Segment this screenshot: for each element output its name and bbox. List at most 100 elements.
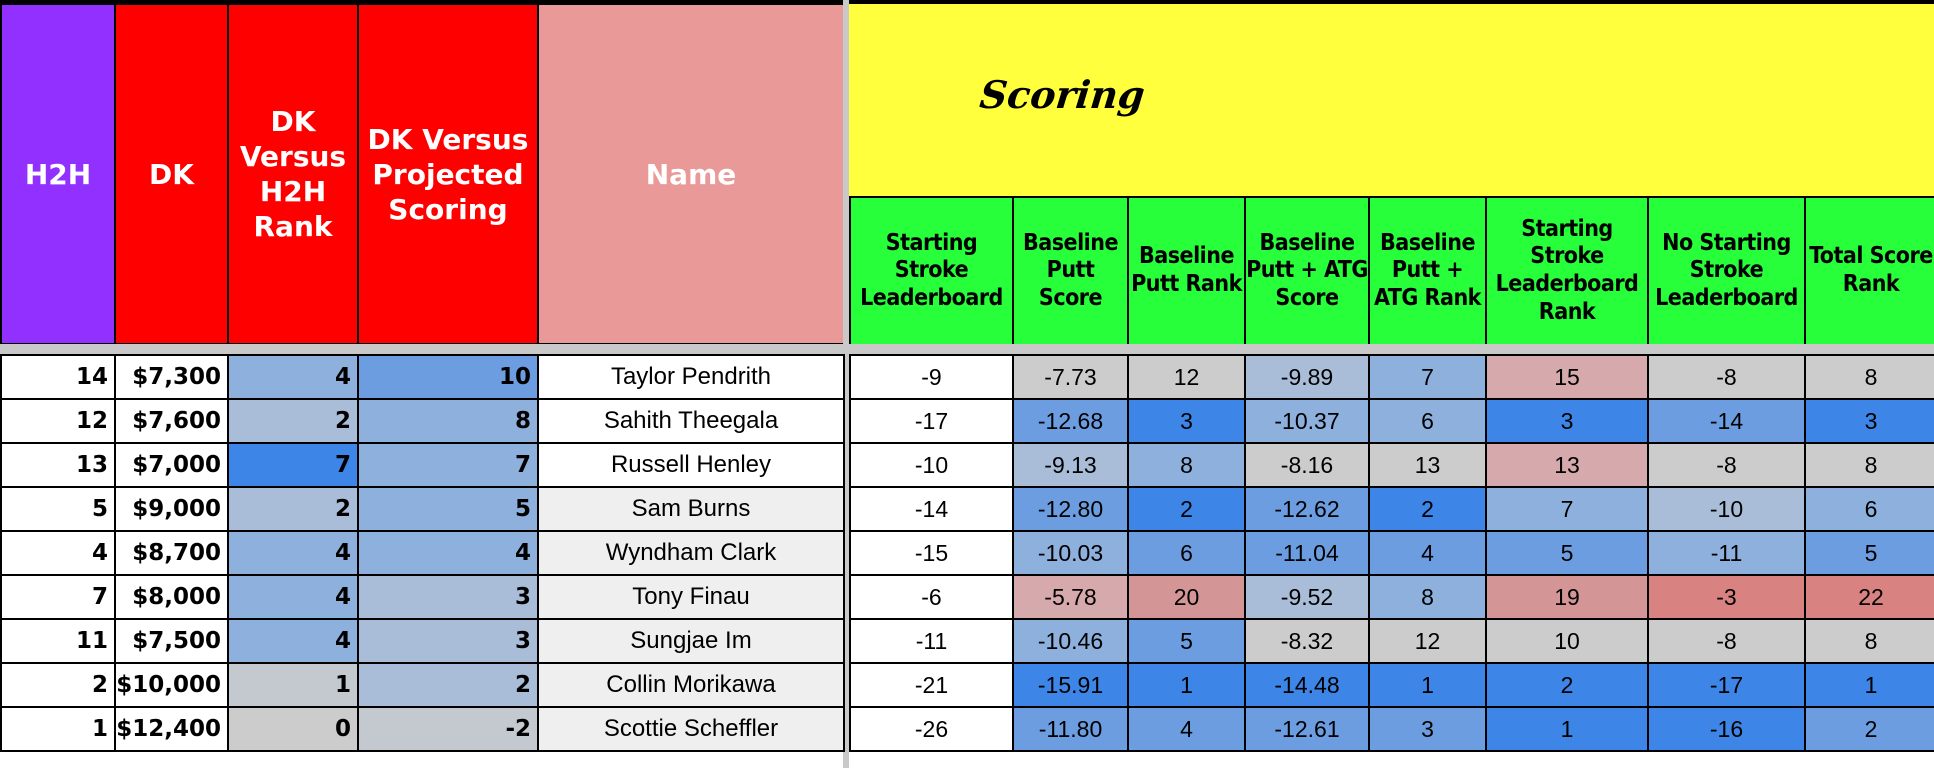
no-starting-stroke-leaderboard-cell[interactable]: -10 [1647,486,1806,532]
scoring-banner[interactable] [849,4,1934,197]
starting-stroke-leaderboard-rank-cell[interactable]: 7 [1485,486,1649,532]
player-name-cell[interactable]: Sam Burns [537,486,845,532]
dk-versus-projected-cell[interactable]: 7 [357,442,539,488]
no-starting-stroke-leaderboard-cell[interactable]: -8 [1647,354,1806,400]
starting-stroke-leaderboard-cell[interactable]: -15 [849,530,1014,576]
baseline-putt-rank-cell[interactable]: 20 [1127,574,1246,620]
total-score-rank-cell[interactable]: 3 [1804,398,1934,444]
dk-versus-projected-cell[interactable]: -2 [357,706,539,752]
baseline-putt-atg-score-cell[interactable]: -12.61 [1244,706,1370,752]
baseline-putt-atg-rank-cell[interactable]: 4 [1368,530,1487,576]
baseline-putt-atg-rank-cell[interactable]: 6 [1368,398,1487,444]
starting-stroke-leaderboard-cell[interactable]: -10 [849,442,1014,488]
no-starting-stroke-leaderboard-cell[interactable]: -8 [1647,442,1806,488]
baseline-putt-score-cell[interactable]: -15.91 [1012,662,1129,708]
starting-stroke-leaderboard-rank-cell[interactable]: 2 [1485,662,1649,708]
starting-stroke-leaderboard-rank-cell[interactable]: 1 [1485,706,1649,752]
col-header-dk-versus-projected-scoring[interactable]: DK Versus Projected Scoring [357,3,539,345]
baseline-putt-atg-rank-cell[interactable]: 8 [1368,574,1487,620]
starting-stroke-leaderboard-rank-cell[interactable]: 15 [1485,354,1649,400]
total-score-rank-cell[interactable]: 2 [1804,706,1934,752]
dk-salary-cell[interactable]: $12,400 [114,706,229,752]
dk-versus-projected-cell[interactable]: 8 [357,398,539,444]
baseline-putt-atg-score-cell[interactable]: -8.32 [1244,618,1370,664]
no-starting-stroke-leaderboard-cell[interactable]: -11 [1647,530,1806,576]
total-score-rank-cell[interactable]: 8 [1804,442,1934,488]
starting-stroke-leaderboard-cell[interactable]: -21 [849,662,1014,708]
player-name-cell[interactable]: Taylor Pendrith [537,354,845,400]
dk-versus-projected-cell[interactable]: 3 [357,618,539,664]
baseline-putt-rank-cell[interactable]: 8 [1127,442,1246,488]
baseline-putt-score-cell[interactable]: -7.73 [1012,354,1129,400]
total-score-rank-cell[interactable]: 8 [1804,354,1934,400]
baseline-putt-atg-score-cell[interactable]: -14.48 [1244,662,1370,708]
col-header-dk-versus-h2h-rank[interactable]: DK Versus H2H Rank [227,3,359,345]
col-header-no-starting-stroke-leaderboard[interactable]: No Starting Stroke Leaderboard [1647,196,1806,346]
baseline-putt-rank-cell[interactable]: 1 [1127,662,1246,708]
baseline-putt-atg-score-cell[interactable]: -12.62 [1244,486,1370,532]
player-name-cell[interactable]: Sungjae Im [537,618,845,664]
no-starting-stroke-leaderboard-cell[interactable]: -17 [1647,662,1806,708]
baseline-putt-rank-cell[interactable]: 3 [1127,398,1246,444]
h2h-cell[interactable]: 12 [0,398,116,444]
total-score-rank-cell[interactable]: 6 [1804,486,1934,532]
baseline-putt-score-cell[interactable]: -5.78 [1012,574,1129,620]
col-header-baseline-putt-score[interactable]: Baseline Putt Score [1012,196,1129,346]
player-name-cell[interactable]: Sahith Theegala [537,398,845,444]
starting-stroke-leaderboard-cell[interactable]: -14 [849,486,1014,532]
dk-versus-h2h-rank-cell[interactable]: 7 [227,442,359,488]
total-score-rank-cell[interactable]: 22 [1804,574,1934,620]
starting-stroke-leaderboard-rank-cell[interactable]: 3 [1485,398,1649,444]
dk-versus-h2h-rank-cell[interactable]: 0 [227,706,359,752]
player-name-cell[interactable]: Wyndham Clark [537,530,845,576]
baseline-putt-score-cell[interactable]: -9.13 [1012,442,1129,488]
col-header-h2h[interactable]: H2H [0,3,116,345]
dk-versus-projected-cell[interactable]: 10 [357,354,539,400]
baseline-putt-atg-rank-cell[interactable]: 3 [1368,706,1487,752]
baseline-putt-atg-score-cell[interactable]: -10.37 [1244,398,1370,444]
dk-versus-projected-cell[interactable]: 3 [357,574,539,620]
dk-salary-cell[interactable]: $7,000 [114,442,229,488]
h2h-cell[interactable]: 1 [0,706,116,752]
baseline-putt-atg-score-cell[interactable]: -11.04 [1244,530,1370,576]
dk-salary-cell[interactable]: $8,000 [114,574,229,620]
starting-stroke-leaderboard-cell[interactable]: -11 [849,618,1014,664]
col-header-baseline-putt-atg-rank[interactable]: Baseline Putt + ATG Rank [1368,196,1487,346]
col-header-baseline-putt-rank[interactable]: Baseline Putt Rank [1127,196,1246,346]
dk-versus-h2h-rank-cell[interactable]: 2 [227,398,359,444]
dk-versus-h2h-rank-cell[interactable]: 4 [227,354,359,400]
baseline-putt-atg-score-cell[interactable]: -9.52 [1244,574,1370,620]
h2h-cell[interactable]: 2 [0,662,116,708]
baseline-putt-atg-score-cell[interactable]: -8.16 [1244,442,1370,488]
total-score-rank-cell[interactable]: 5 [1804,530,1934,576]
starting-stroke-leaderboard-cell[interactable]: -17 [849,398,1014,444]
h2h-cell[interactable]: 14 [0,354,116,400]
dk-versus-projected-cell[interactable]: 5 [357,486,539,532]
dk-salary-cell[interactable]: $7,600 [114,398,229,444]
baseline-putt-atg-rank-cell[interactable]: 7 [1368,354,1487,400]
baseline-putt-rank-cell[interactable]: 6 [1127,530,1246,576]
baseline-putt-rank-cell[interactable]: 2 [1127,486,1246,532]
no-starting-stroke-leaderboard-cell[interactable]: -8 [1647,618,1806,664]
starting-stroke-leaderboard-rank-cell[interactable]: 13 [1485,442,1649,488]
total-score-rank-cell[interactable]: 8 [1804,618,1934,664]
baseline-putt-rank-cell[interactable]: 5 [1127,618,1246,664]
baseline-putt-rank-cell[interactable]: 12 [1127,354,1246,400]
h2h-cell[interactable]: 13 [0,442,116,488]
dk-salary-cell[interactable]: $9,000 [114,486,229,532]
starting-stroke-leaderboard-rank-cell[interactable]: 19 [1485,574,1649,620]
dk-salary-cell[interactable]: $10,000 [114,662,229,708]
col-header-starting-stroke-leaderboard-rank[interactable]: Starting Stroke Leaderboard Rank [1485,196,1649,346]
col-header-total-score-rank[interactable]: Total Score Rank [1804,196,1934,346]
dk-versus-projected-cell[interactable]: 4 [357,530,539,576]
baseline-putt-atg-rank-cell[interactable]: 1 [1368,662,1487,708]
col-header-starting-stroke-leaderboard[interactable]: Starting Stroke Leaderboard [849,196,1014,346]
starting-stroke-leaderboard-cell[interactable]: -9 [849,354,1014,400]
h2h-cell[interactable]: 4 [0,530,116,576]
starting-stroke-leaderboard-rank-cell[interactable]: 10 [1485,618,1649,664]
baseline-putt-atg-score-cell[interactable]: -9.89 [1244,354,1370,400]
dk-versus-h2h-rank-cell[interactable]: 4 [227,618,359,664]
no-starting-stroke-leaderboard-cell[interactable]: -16 [1647,706,1806,752]
player-name-cell[interactable]: Russell Henley [537,442,845,488]
dk-versus-h2h-rank-cell[interactable]: 1 [227,662,359,708]
